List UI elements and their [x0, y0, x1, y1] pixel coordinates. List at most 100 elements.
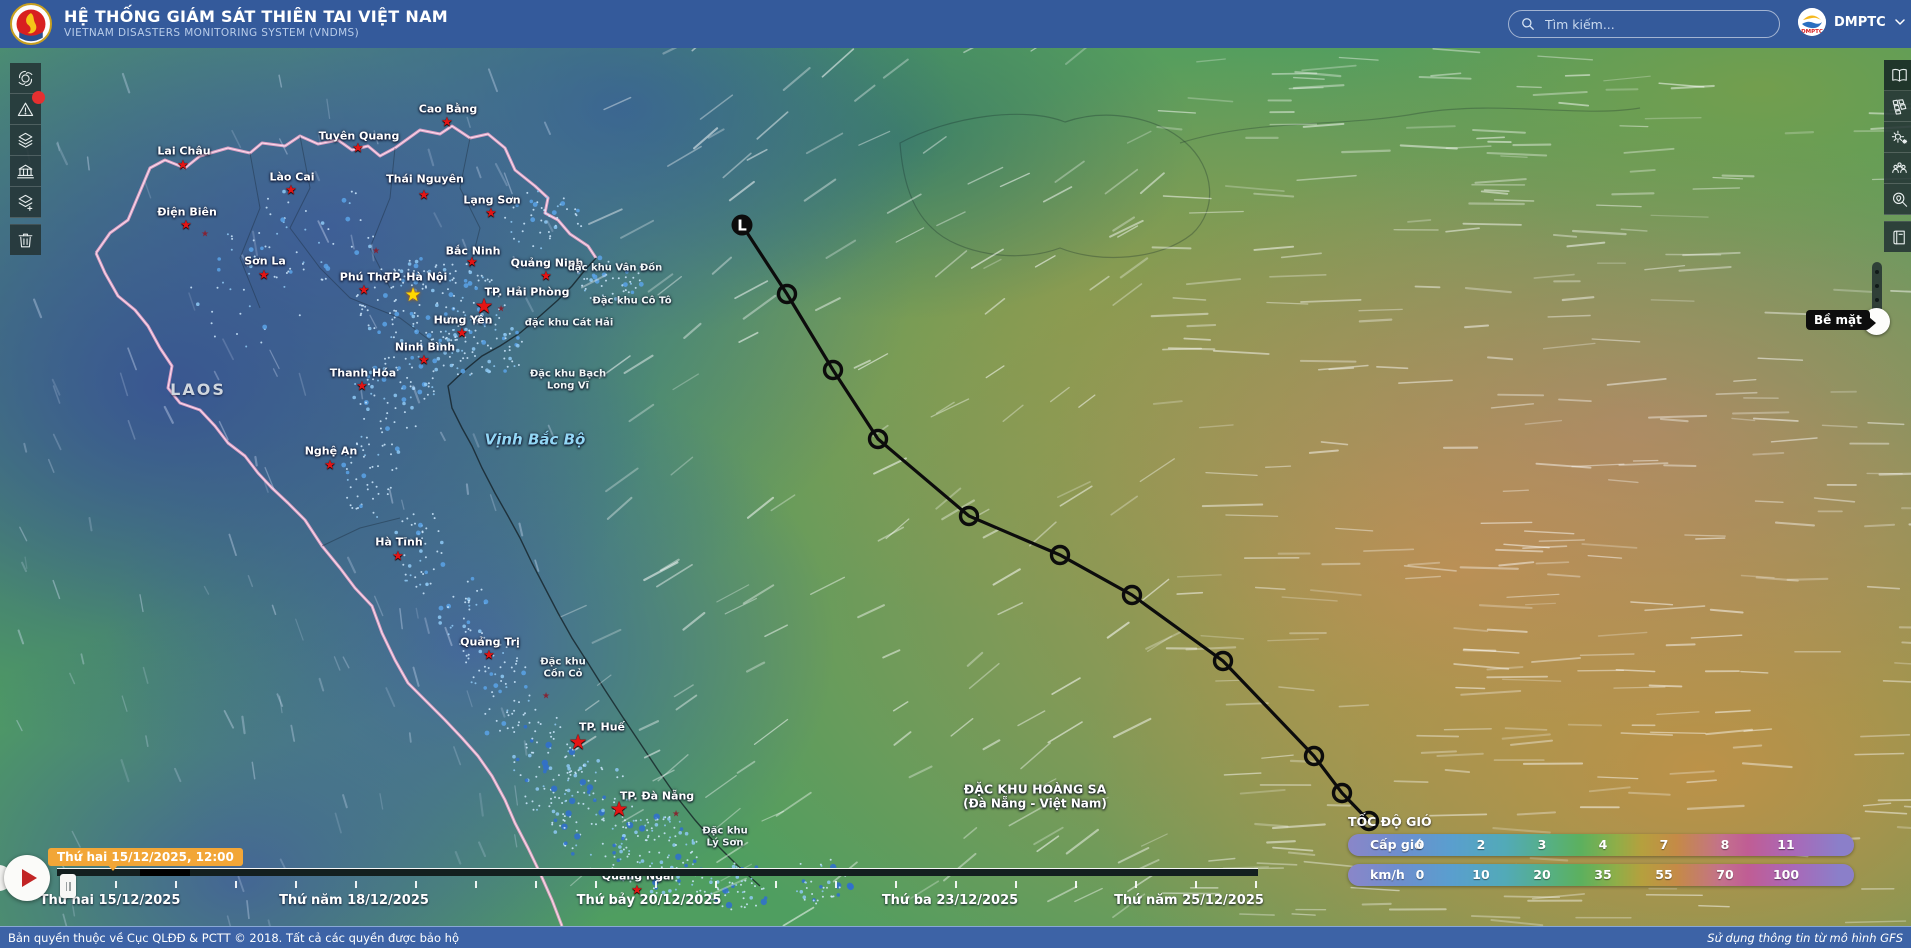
timeline-tick — [595, 881, 597, 888]
storm-track-point[interactable] — [958, 505, 980, 527]
city-star: ★ — [418, 188, 430, 204]
timeline-date-label: Thứ bảy 20/12/2025 — [576, 893, 722, 908]
storm-track-point[interactable] — [1358, 810, 1380, 832]
storm-track-point[interactable] — [822, 359, 844, 381]
warning-icon — [17, 102, 34, 116]
timeline-tick — [1015, 881, 1017, 888]
storm-track-point[interactable] — [1331, 782, 1353, 804]
left-toolbar — [10, 63, 45, 255]
storm-track-point[interactable] — [867, 428, 889, 450]
city-label: Phú Thọ — [339, 270, 391, 284]
wind-streaks-layer — [16, 48, 1911, 926]
city-star: ★ — [392, 549, 404, 565]
city-star: ★ — [441, 115, 453, 131]
city-label: Quảng Trị — [460, 635, 520, 649]
city-label: Bắc Ninh — [445, 244, 501, 258]
legend-value: 20 — [1533, 867, 1551, 882]
svg-text:DMPTC: DMPTC — [1801, 29, 1823, 35]
timeline-tick — [655, 881, 657, 888]
timeline-bar[interactable] — [57, 868, 1258, 876]
timeline-tick — [1135, 881, 1137, 888]
storm-track-point[interactable] — [1049, 544, 1071, 566]
toolbar-button-community[interactable] — [1884, 153, 1911, 184]
special-zone-label: Đặc khu Cồn Cỏ — [540, 656, 586, 680]
wind-map[interactable]: L LAOS Vịnh Bắc Bộ Lai Châu ★ Điện Biên ★ Sơn … — [0, 48, 1911, 926]
city-label: Ninh Bình — [394, 340, 456, 354]
city-star: ★ — [356, 379, 368, 395]
copyright-text: Bản quyền thuộc về Cục QLĐĐ & PCTT © 201… — [8, 930, 459, 945]
storm-track-point[interactable] — [776, 283, 798, 305]
storm-track-point[interactable] — [1212, 650, 1234, 672]
city-star: ★ — [285, 183, 297, 199]
app-title: HỆ THỐNG GIÁM SÁT THIÊN TAI VIỆT NAM — [64, 7, 448, 26]
city-star: ★ — [540, 269, 552, 285]
toolbar-button-disaster-alerts[interactable] — [10, 91, 45, 125]
city-star: ★ — [483, 648, 495, 664]
timeline-tick — [175, 881, 177, 888]
city-star: ★ — [418, 353, 430, 369]
storm-track-line — [740, 224, 1371, 823]
storm-track-point[interactable] — [1121, 584, 1143, 606]
toolbar-button-clear-map[interactable] — [10, 224, 41, 255]
legend-row-label: Cấp gió — [1370, 837, 1423, 852]
city-label: Thái Nguyên — [386, 172, 464, 186]
altitude-slider-track[interactable] — [1872, 262, 1882, 318]
institution-icon — [17, 164, 34, 178]
svg-text:L: L — [737, 217, 747, 235]
layers-icon — [18, 132, 33, 148]
timeline-tick — [895, 881, 897, 888]
hoang-sa-label: ĐẶC KHU HOÀNG SA (Đà Nẵng - Việt Nam) — [963, 781, 1107, 811]
search-input[interactable] — [1543, 15, 1743, 33]
city-star: ★ — [609, 797, 629, 822]
legend-kmh-scale: km/h 0 10 20 35 55 70 100 — [1348, 864, 1854, 886]
city-label: Quảng Ninh — [510, 256, 584, 270]
vndms-logo-icon — [10, 3, 52, 45]
trash-icon — [18, 233, 33, 247]
timeline-tick — [355, 881, 357, 888]
timeline-tick — [1075, 881, 1077, 888]
sea-label: Vịnh Bắc Bộ — [484, 430, 586, 449]
city-label: Hà Tĩnh — [375, 535, 423, 549]
low-pressure-marker[interactable]: L — [731, 214, 753, 236]
city-label: Điện Biên — [157, 205, 217, 219]
model-source-text: Sử dụng thông tin từ mô hình GFS — [1707, 930, 1903, 945]
poi-star: ★ — [671, 809, 681, 820]
people-icon — [1892, 161, 1907, 173]
city-label: Lai Châu — [157, 144, 211, 158]
storm-track-point[interactable] — [1303, 745, 1325, 767]
toolbar-button-report-log[interactable] — [1884, 221, 1911, 252]
city-label: Thanh Hóa — [329, 366, 397, 380]
city-star: ★ — [358, 283, 370, 299]
special-zone-label: Đặc khu Bạch Long Vĩ — [529, 368, 607, 392]
play-button[interactable] — [4, 855, 50, 901]
toolbar-button-search-location[interactable] — [1884, 184, 1911, 215]
notebook-icon — [1893, 230, 1905, 244]
legend-value: 100 — [1772, 867, 1800, 882]
legend-value: 3 — [1537, 837, 1547, 852]
meteo-icon — [1891, 130, 1908, 144]
legend-value: 4 — [1598, 837, 1608, 852]
user-menu[interactable]: DMPTC DMPTC — [1798, 8, 1906, 36]
toolbar-button-weather-model[interactable] — [1884, 122, 1911, 153]
toolbar-button-satellite-mosaic[interactable] — [1884, 91, 1911, 122]
timeline-tick — [295, 881, 297, 888]
chevron-down-icon — [1894, 19, 1905, 25]
toolbar-button-add-layer[interactable] — [10, 187, 41, 218]
toolbar-button-cyclone-tracking[interactable] — [10, 63, 41, 94]
layers-plus-icon — [18, 194, 33, 211]
toolbar-button-guide-book[interactable] — [1884, 60, 1911, 91]
timeline-tick — [775, 881, 777, 888]
city-star: ★ — [456, 326, 468, 342]
timeline-handle[interactable] — [60, 874, 76, 898]
toolbar-button-map-layers[interactable] — [10, 125, 41, 156]
toolbar-button-agencies[interactable] — [10, 156, 41, 187]
mosaic-icon — [1892, 98, 1907, 115]
country-label: LAOS — [170, 379, 226, 399]
timeline-buffer — [140, 869, 190, 876]
timeline-date-label: Thứ năm 25/12/2025 — [1114, 893, 1264, 908]
search-box[interactable] — [1508, 10, 1780, 38]
city-star: ★ — [352, 141, 364, 157]
timeline-tick — [535, 881, 537, 888]
city-star: ★ — [324, 458, 336, 474]
